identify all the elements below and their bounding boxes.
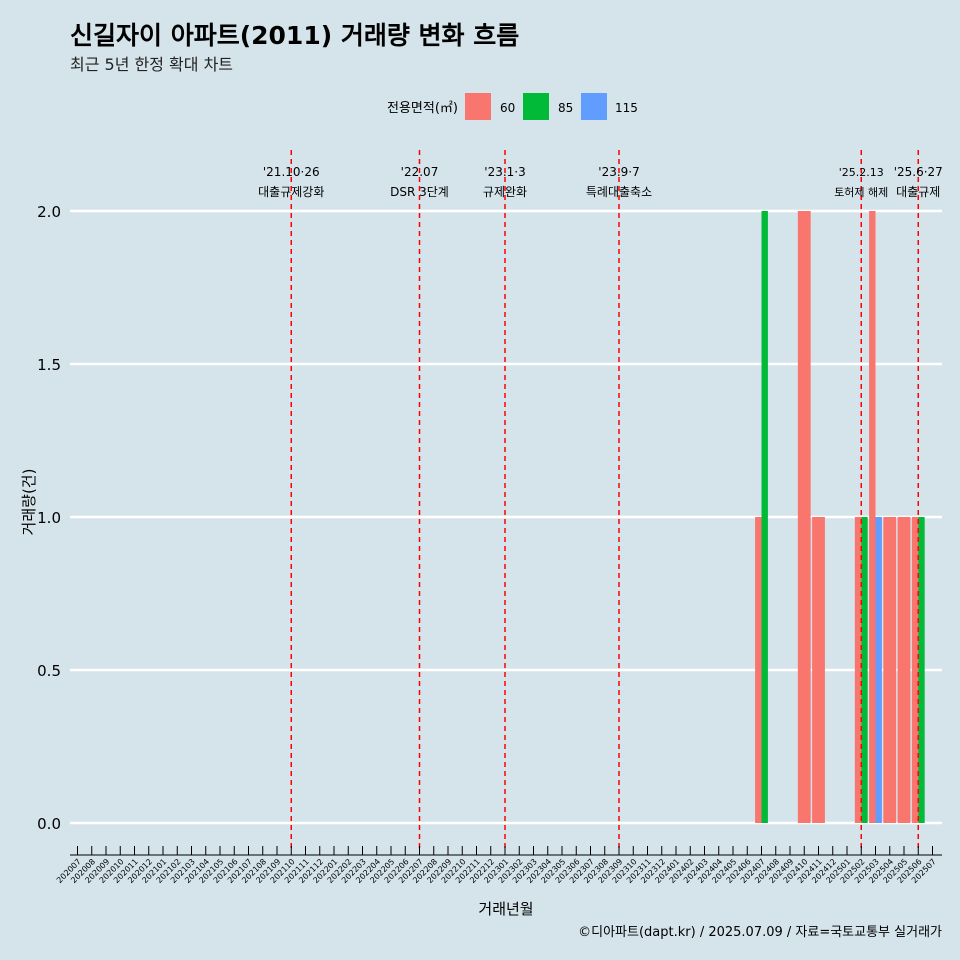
bar-60-202505 [897, 517, 911, 823]
event-date-label: '23.9·7 [598, 165, 639, 179]
event-date-label: '21.10·26 [263, 165, 320, 179]
bar-60-202410 [797, 211, 811, 823]
legend-swatch-115 [581, 93, 607, 120]
bar-60-202503 [869, 211, 876, 823]
legend-swatch-85 [523, 93, 549, 120]
event-text-label: 대출규제 [896, 185, 940, 199]
bar-60-202506 [911, 517, 919, 823]
y-axis-title: 거래량(건) [20, 469, 38, 536]
y-tick-label: 1.0 [37, 509, 61, 527]
legend-label-85: 85 [558, 101, 573, 115]
event-lines: '21.10·26 대출규제강화 '22.07 DSR 3단계 '23.1·3 규제완화 '… [258, 150, 943, 850]
y-tick-label: 0.0 [37, 815, 61, 833]
bar-60-202407 [755, 517, 762, 823]
bar-85-202506 [918, 517, 925, 823]
event-text-label: DSR 3단계 [390, 185, 449, 199]
event-date-label: '23.1·3 [484, 165, 525, 179]
x-axis-title: 거래년월 [478, 900, 533, 918]
bar-115-202503 [875, 517, 882, 823]
caption: ©디아파트(dapt.kr) / 2025.07.09 / 자료=국토교통부 실… [578, 925, 942, 940]
bar-85-202502 [861, 517, 868, 823]
y-tick-label: 2.0 [37, 203, 61, 221]
event-text-label: 대출규제강화 [258, 185, 324, 199]
grid [70, 209, 942, 825]
event-text-label: 규제완화 [483, 185, 527, 199]
bar-60-202502 [854, 517, 862, 823]
event-date-label: '25.2.13 [839, 166, 884, 179]
chart-subtitle: 최근 5년 한정 확대 차트 [70, 55, 233, 74]
event-date-label: '22.07 [401, 165, 439, 179]
legend-swatch-60 [465, 93, 491, 120]
bar-85-202407 [761, 211, 768, 823]
bar-60-202504 [883, 517, 897, 823]
event-date-label: '25.6·27 [894, 165, 943, 179]
y-tick-label: 0.5 [37, 662, 61, 680]
chart-title: 신길자이 아파트(2011) 거래량 변화 흐름 [70, 21, 519, 50]
legend: 전용면적(㎡) 60 85 115 [387, 93, 638, 120]
y-tick-label: 1.5 [37, 356, 61, 374]
event-text-label: 특례대출축소 [586, 185, 652, 199]
legend-label-60: 60 [500, 101, 515, 115]
legend-label-115: 115 [615, 101, 638, 115]
bars [755, 211, 925, 823]
legend-title: 전용면적(㎡) [387, 101, 458, 116]
event-text-label: 토허제 해제 [834, 185, 888, 199]
bar-60-202411 [812, 517, 825, 823]
